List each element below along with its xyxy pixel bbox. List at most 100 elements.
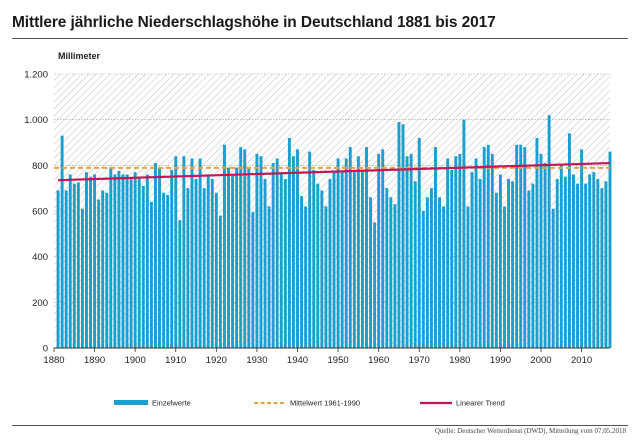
bar bbox=[377, 153, 381, 348]
bar bbox=[190, 158, 194, 348]
bar bbox=[198, 158, 202, 348]
bar bbox=[600, 188, 604, 348]
x-tick-label: 2010 bbox=[571, 355, 592, 366]
bar bbox=[584, 183, 588, 348]
bar bbox=[105, 192, 109, 348]
bar bbox=[417, 137, 421, 348]
bar bbox=[401, 124, 405, 348]
bar bbox=[174, 156, 178, 348]
y-tick-label: 0 bbox=[43, 344, 48, 355]
bar bbox=[320, 190, 324, 348]
bar bbox=[490, 153, 494, 348]
bar bbox=[381, 149, 385, 348]
bar bbox=[551, 208, 555, 348]
bar bbox=[80, 208, 84, 348]
x-tick-label: 1960 bbox=[368, 355, 389, 366]
legend-swatch-bars bbox=[114, 400, 148, 405]
bar bbox=[531, 183, 535, 348]
bar bbox=[72, 183, 76, 348]
bar bbox=[429, 188, 433, 348]
bar bbox=[97, 199, 101, 348]
bar bbox=[125, 174, 129, 348]
bar bbox=[202, 188, 206, 348]
bar bbox=[543, 163, 547, 348]
bar bbox=[259, 156, 263, 348]
chart-title: Mittlere jährliche Niederschlagshöhe in … bbox=[12, 14, 496, 31]
bar bbox=[397, 121, 401, 348]
bar bbox=[393, 204, 397, 348]
bar bbox=[482, 147, 486, 348]
bar bbox=[454, 156, 458, 348]
bar bbox=[446, 158, 450, 348]
bar bbox=[324, 206, 328, 348]
bar bbox=[466, 206, 470, 348]
bar bbox=[434, 147, 437, 348]
bar bbox=[344, 158, 348, 348]
bar bbox=[239, 147, 243, 348]
x-tick-label: 1950 bbox=[328, 355, 349, 366]
bar bbox=[336, 158, 340, 348]
bar bbox=[129, 179, 133, 348]
bar bbox=[170, 169, 174, 348]
bar bbox=[287, 137, 291, 348]
legend-label-bars: Einzelwerte bbox=[152, 399, 191, 408]
bar bbox=[478, 179, 482, 348]
bar bbox=[263, 179, 267, 348]
x-tick-label: 1930 bbox=[246, 355, 267, 366]
x-tick-label: 1980 bbox=[449, 355, 470, 366]
bar bbox=[503, 206, 506, 348]
bar bbox=[255, 153, 259, 348]
bar bbox=[235, 167, 239, 348]
bar bbox=[442, 206, 446, 348]
bar bbox=[438, 197, 442, 348]
bar bbox=[153, 163, 157, 348]
bar bbox=[527, 190, 531, 348]
bar bbox=[588, 174, 592, 348]
y-tick-label: 400 bbox=[32, 252, 48, 263]
bar bbox=[109, 167, 113, 348]
y-axis-label: Millimeter bbox=[58, 51, 101, 61]
bar bbox=[210, 179, 214, 348]
y-tick-label: 1.200 bbox=[24, 70, 48, 81]
bar bbox=[137, 176, 141, 348]
source-note: Quelle: Deutscher Wetterdienst (DWD), Mi… bbox=[434, 427, 626, 435]
bar bbox=[425, 197, 429, 348]
bar bbox=[194, 179, 198, 348]
bar bbox=[218, 215, 222, 348]
bar bbox=[182, 156, 186, 348]
x-tick-label: 1900 bbox=[125, 355, 146, 366]
bar bbox=[60, 135, 64, 348]
bar bbox=[498, 174, 502, 348]
bar bbox=[519, 144, 523, 348]
bar bbox=[133, 172, 137, 348]
y-axis: 0 200 400 600 800 1.000 1.200 bbox=[24, 70, 48, 355]
bar bbox=[413, 181, 417, 348]
x-tick-label: 1920 bbox=[206, 355, 227, 366]
bar-series bbox=[56, 115, 612, 349]
bar bbox=[64, 190, 68, 348]
bar bbox=[227, 167, 230, 348]
bar bbox=[555, 179, 559, 348]
bar bbox=[507, 179, 511, 348]
bar bbox=[68, 174, 72, 348]
bar bbox=[145, 174, 149, 348]
bar bbox=[279, 172, 283, 348]
bar bbox=[166, 195, 170, 348]
bar bbox=[450, 169, 454, 348]
bar bbox=[604, 181, 608, 348]
bar bbox=[567, 133, 571, 348]
line-series bbox=[54, 161, 611, 182]
bar bbox=[539, 153, 543, 348]
bar bbox=[385, 188, 389, 348]
bar bbox=[608, 151, 612, 348]
bar bbox=[592, 172, 596, 348]
bar bbox=[369, 197, 373, 348]
bar bbox=[474, 158, 478, 348]
bar bbox=[389, 197, 393, 348]
y-tick-label: 1.000 bbox=[24, 115, 48, 126]
bar bbox=[458, 153, 462, 348]
y-tick-label: 800 bbox=[32, 161, 48, 172]
bar bbox=[222, 144, 226, 348]
bar bbox=[178, 220, 182, 348]
